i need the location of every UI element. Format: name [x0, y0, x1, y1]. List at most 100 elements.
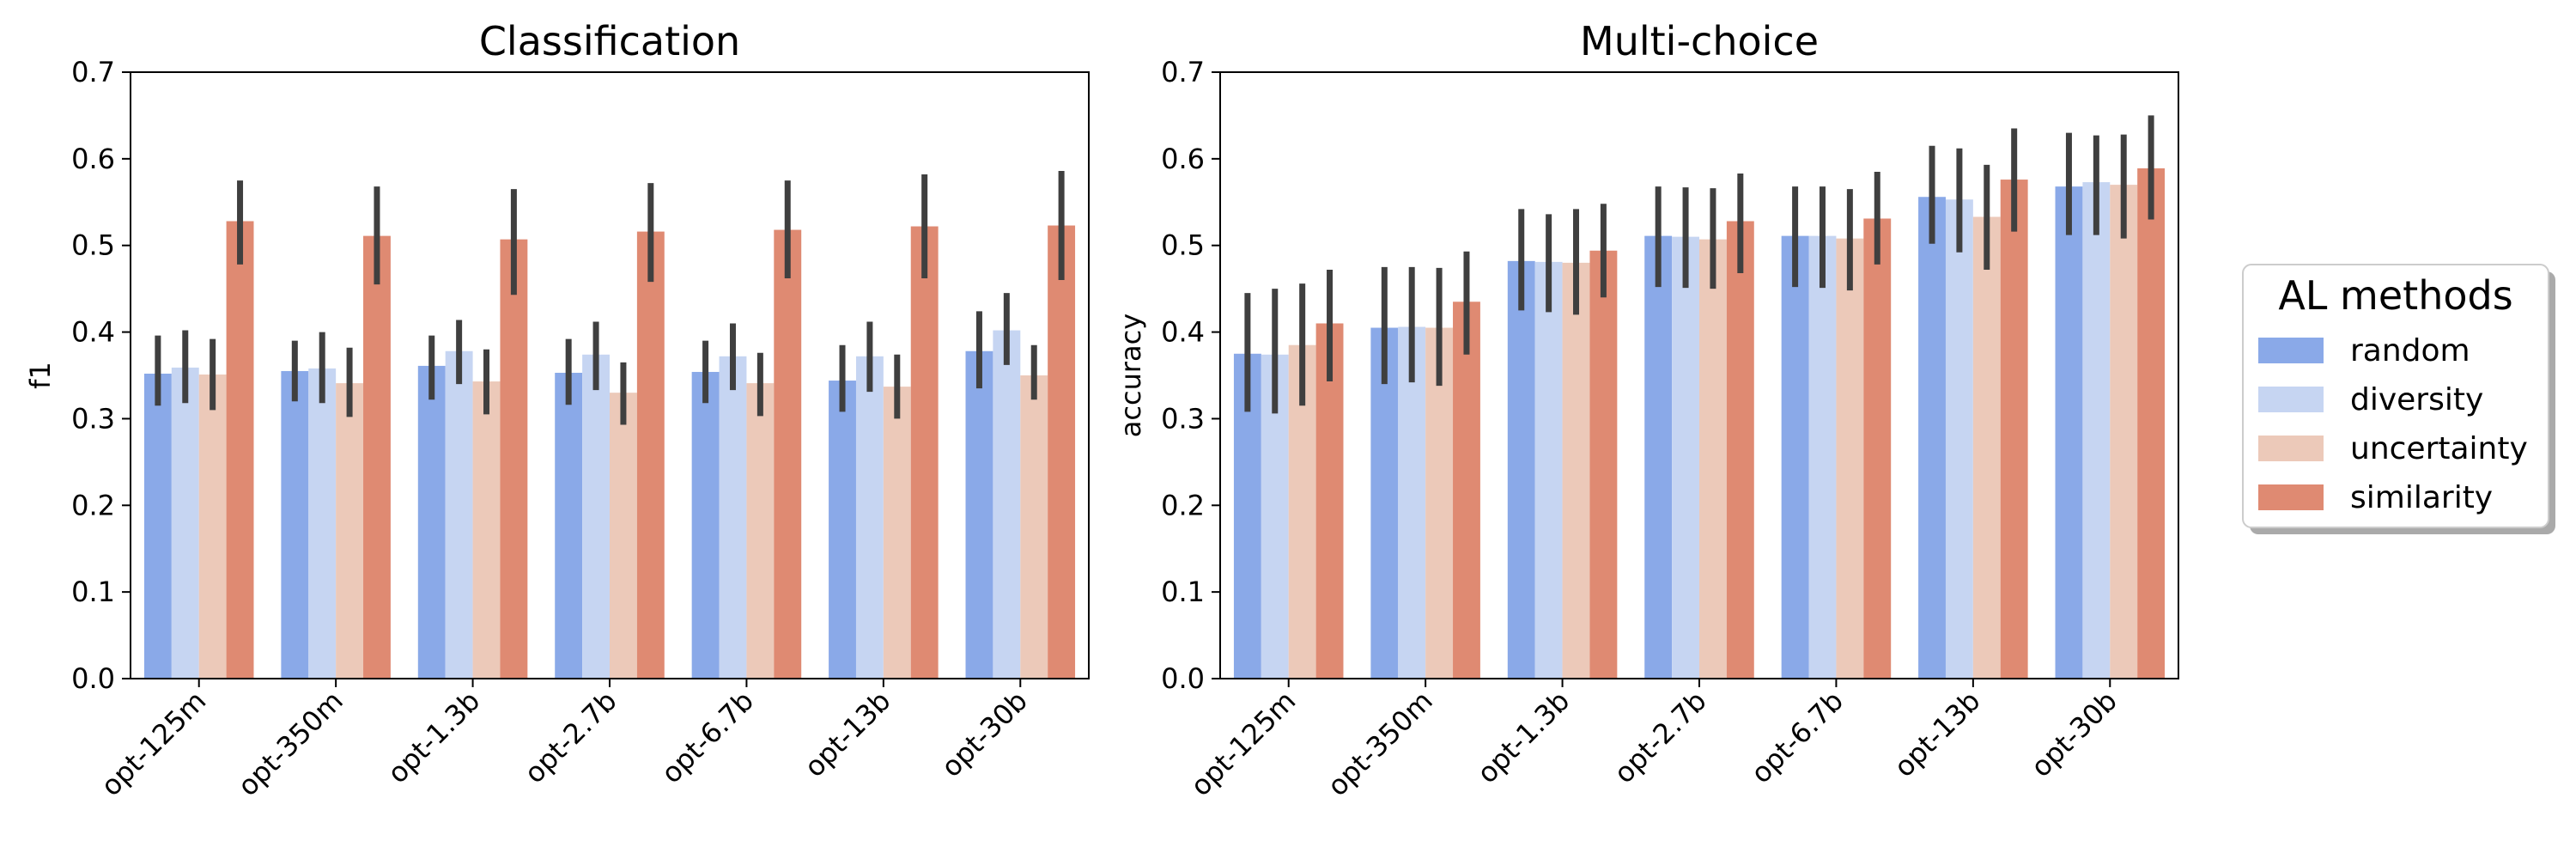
bar-diversity-opt-2.7b	[582, 354, 610, 679]
bar-uncertainty-opt-350m	[336, 383, 364, 679]
x-tick-label: opt-30b	[2025, 685, 2123, 783]
y-tick-label: 0.0	[71, 662, 115, 695]
bar-similarity-opt-125m	[1315, 323, 1344, 679]
legend-label-uncertainty: uncertainty	[2350, 431, 2528, 466]
bar-uncertainty-opt-6.7b	[1836, 238, 1864, 679]
bar-random-opt-30b	[2055, 186, 2083, 679]
x-tick-label: opt-13b	[798, 685, 896, 783]
x-tick-label: opt-2.7b	[518, 685, 623, 789]
bar-random-opt-13b	[829, 381, 856, 679]
y-tick-label: 0.4	[71, 316, 115, 349]
chart-title: Multi-choice	[1580, 18, 1819, 64]
bar-diversity-opt-30b	[993, 330, 1021, 679]
classification-panel: 0.0 0.1 0.2 0.3 0.4 0.5 0.6 0.7 opt-125m opt-350m…	[24, 18, 1090, 802]
bar-similarity-opt-1.3b	[1589, 250, 1618, 679]
y-tick-label: 0.0	[1161, 662, 1205, 695]
bar-uncertainty-opt-350m	[1425, 327, 1454, 679]
bar-random-opt-6.7b	[691, 371, 720, 679]
y-tick-label: 0.7	[1161, 56, 1205, 88]
bar-random-opt-2.7b	[1644, 235, 1673, 679]
y-tick-label: 0.5	[71, 229, 115, 262]
x-tick-label: opt-350m	[1321, 685, 1438, 802]
y-tick-label: 0.3	[1161, 402, 1205, 435]
x-tick-label: opt-6.7b	[655, 685, 760, 789]
y-tick-label: 0.2	[71, 489, 115, 521]
bar-random-opt-2.7b	[555, 372, 583, 679]
bar-uncertainty-opt-30b	[1020, 375, 1048, 679]
legend-swatch-similarity	[2258, 484, 2324, 510]
bar-uncertainty-opt-13b	[883, 387, 911, 679]
bar-random-opt-13b	[1918, 197, 1946, 679]
y-tick-label: 0.7	[71, 56, 115, 88]
bar-similarity-opt-30b	[1048, 225, 1076, 679]
bar-similarity-opt-125m	[226, 221, 254, 679]
bar-diversity-opt-1.3b	[1534, 261, 1563, 679]
legend-title: AL methods	[2278, 272, 2512, 319]
x-tick-label: opt-2.7b	[1607, 685, 1712, 789]
bar-similarity-opt-350m	[363, 235, 391, 679]
y-tick-label: 0.1	[1161, 576, 1205, 608]
bar-uncertainty-opt-2.7b	[610, 393, 637, 679]
x-tick-label: opt-350m	[231, 685, 349, 802]
bar-diversity-opt-125m	[171, 367, 199, 679]
legend-swatch-random	[2258, 338, 2324, 363]
bar-random-opt-125m	[143, 373, 172, 679]
bar-uncertainty-opt-2.7b	[1699, 239, 1727, 679]
bar-similarity-opt-350m	[1453, 302, 1480, 679]
bar-similarity-opt-1.3b	[500, 239, 528, 679]
legend-label-similarity: similarity	[2350, 480, 2493, 515]
bar-uncertainty-opt-30b	[2110, 185, 2138, 679]
bar-random-opt-30b	[965, 350, 993, 679]
legend-label-diversity: diversity	[2350, 382, 2483, 417]
x-tick-label: opt-13b	[1887, 685, 1986, 783]
legend-box	[2242, 264, 2549, 528]
bar-diversity-opt-6.7b	[719, 356, 747, 679]
bar-uncertainty-opt-125m	[198, 374, 227, 679]
y-tick-label: 0.2	[1161, 489, 1205, 521]
bar-random-opt-1.3b	[1507, 260, 1535, 679]
bar-random-opt-350m	[281, 370, 309, 679]
bar-similarity-opt-6.7b	[1863, 218, 1892, 679]
x-tick-label: opt-6.7b	[1745, 685, 1850, 789]
bar-similarity-opt-2.7b	[1726, 221, 1754, 679]
y-tick-label: 0.6	[71, 143, 115, 175]
bar-similarity-opt-6.7b	[774, 229, 802, 679]
bar-similarity-opt-30b	[2137, 168, 2166, 679]
bar-uncertainty-opt-13b	[1972, 216, 2001, 679]
bar-diversity-opt-350m	[308, 368, 337, 679]
legend-label-random: random	[2350, 333, 2470, 369]
y-axis-label: accuracy	[1115, 314, 1147, 437]
bar-similarity-opt-13b	[910, 226, 939, 679]
y-tick-label: 0.5	[1161, 229, 1205, 262]
legend: AL methods random diversity uncertainty simi…	[2242, 264, 2555, 534]
bar-diversity-opt-6.7b	[1808, 235, 1837, 679]
y-tick-label: 0.4	[1161, 316, 1205, 349]
bar-similarity-opt-13b	[2000, 180, 2028, 679]
y-tick-label: 0.3	[71, 402, 115, 435]
bar-random-opt-350m	[1370, 327, 1399, 679]
legend-swatch-uncertainty	[2258, 436, 2324, 461]
bar-uncertainty-opt-1.3b	[472, 381, 501, 679]
y-tick-label: 0.6	[1161, 143, 1205, 175]
bar-random-opt-6.7b	[1781, 235, 1809, 679]
chart-title: Classification	[479, 18, 740, 64]
x-tick-label: opt-125m	[1184, 685, 1302, 802]
bar-uncertainty-opt-6.7b	[746, 383, 775, 679]
x-tick-label: opt-125m	[94, 685, 212, 802]
bar-diversity-opt-30b	[2082, 182, 2111, 679]
bar-diversity-opt-13b	[855, 356, 884, 679]
bar-diversity-opt-350m	[1398, 326, 1426, 679]
bar-diversity-opt-13b	[1945, 199, 1973, 679]
bar-random-opt-1.3b	[417, 365, 446, 679]
x-tick-label: opt-1.3b	[1471, 685, 1576, 789]
multi-choice-panel: 0.0 0.1 0.2 0.3 0.4 0.5 0.6 0.7 opt-125m opt-350m…	[1115, 18, 2179, 802]
y-axis-label: f1	[24, 362, 57, 389]
bar-diversity-opt-1.3b	[445, 350, 473, 679]
bar-uncertainty-opt-1.3b	[1562, 262, 1590, 679]
y-tick-label: 0.1	[71, 576, 115, 608]
legend-swatch-diversity	[2258, 387, 2324, 412]
bar-diversity-opt-2.7b	[1672, 236, 1699, 679]
x-tick-label: opt-1.3b	[381, 685, 486, 789]
x-tick-label: opt-30b	[935, 685, 1034, 783]
